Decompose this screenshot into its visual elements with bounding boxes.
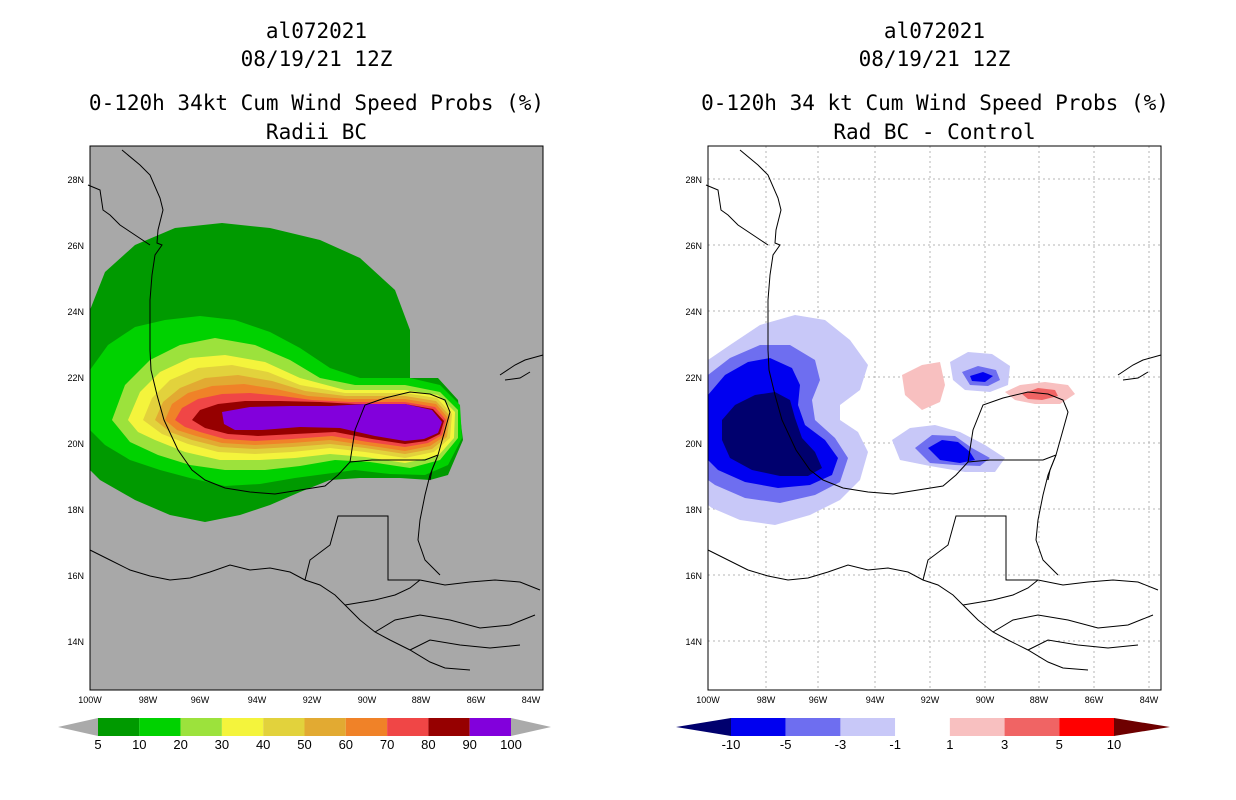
left-colorbar-label: 40: [256, 737, 270, 752]
right-colorbar-swatch: [731, 718, 786, 736]
left-colorbar-swatch: [387, 718, 429, 736]
left-colorbar-label: 90: [462, 737, 476, 752]
lat-label-26n: 26N: [67, 241, 84, 251]
left-lat-labels: 28N 26N 24N 22N 20N 18N 16N 14N: [67, 175, 84, 647]
left-colorbar-label: 5: [94, 737, 101, 752]
diff-contour-minus5-central: [928, 440, 975, 463]
diff-contour-minus5-north: [970, 372, 993, 382]
left-subtitle: Radii BC: [265, 120, 368, 144]
lat-label-18n: 18N: [67, 505, 84, 515]
lon-label-90w: 90W: [358, 695, 377, 705]
lon-label-88w: 88W: [412, 695, 431, 705]
right-colorbar-swatch: [840, 718, 896, 736]
lon-label-92w: 92W: [303, 695, 322, 705]
lon-label-86w: 86W: [1085, 695, 1104, 705]
left-colorbar-label: 20: [173, 737, 187, 752]
lon-label-90w: 90W: [976, 695, 995, 705]
right-colorbar-swatch: [1059, 718, 1114, 736]
lat-label-28n: 28N: [67, 175, 84, 185]
right-colorbar-label: -5: [780, 737, 792, 752]
lon-label-86w: 86W: [467, 695, 486, 705]
right-colorbar-label: 10: [1107, 737, 1121, 752]
right-colorbar-label: 5: [1056, 737, 1063, 752]
right-colorbar-below-arrow: [676, 718, 731, 736]
left-lon-labels: 100W 98W 96W 94W 92W 90W 88W 86W 84W: [78, 695, 541, 705]
left-colorbar-swatch: [345, 718, 388, 736]
right-colorbar: -10 -5 -3 -1 1 3 5 10: [676, 718, 1170, 752]
lon-label-84w: 84W: [1140, 695, 1159, 705]
right-colorbar-swatch: [785, 718, 841, 736]
right-colorbar-label: -3: [835, 737, 847, 752]
left-colorbar-swatch: [180, 718, 222, 736]
lat-label-28n: 28N: [685, 175, 702, 185]
lon-label-98w: 98W: [757, 695, 776, 705]
diff-contour-plus1-gulf: [902, 362, 945, 410]
left-colorbar-swatch: [304, 718, 346, 736]
lat-label-18n: 18N: [685, 505, 702, 515]
lat-label-26n: 26N: [685, 241, 702, 251]
right-lon-labels: 100W 98W 96W 94W 92W 90W 88W 86W 84W: [696, 695, 1159, 705]
right-title: 0-120h 34 kt Cum Wind Speed Probs (%): [701, 91, 1169, 115]
lon-label-94w: 94W: [248, 695, 267, 705]
lon-label-100w: 100W: [78, 695, 102, 705]
right-colorbar-label: 3: [1001, 737, 1008, 752]
lon-label-94w: 94W: [866, 695, 885, 705]
right-map-frame: [707, 145, 1162, 691]
diff-contour-plus3-yucatan: [1022, 388, 1058, 400]
lat-label-16n: 16N: [685, 571, 702, 581]
left-colorbar-swatch: [139, 718, 181, 736]
left-colorbar-swatch: [98, 718, 140, 736]
right-colorbar-label: -1: [889, 737, 901, 752]
right-map: 28N 26N 24N 22N 20N 18N 16N 14N 100W 98W…: [685, 145, 1162, 705]
left-datetime: 08/19/21 12Z: [240, 47, 393, 71]
lon-label-98w: 98W: [139, 695, 158, 705]
left-colorbar-label: 100: [500, 737, 522, 752]
left-colorbar-below-arrow: [58, 718, 98, 736]
left-colorbar-swatch: [469, 718, 511, 736]
diff-contour-minus10: [722, 392, 822, 476]
left-storm-id: al072021: [265, 19, 368, 43]
left-colorbar-label: 70: [380, 737, 394, 752]
right-colorbar-label: 1: [946, 737, 953, 752]
lon-label-92w: 92W: [921, 695, 940, 705]
right-subtitle: Rad BC - Control: [833, 120, 1036, 144]
left-colorbar-label: 60: [339, 737, 353, 752]
left-colorbar-swatch: [428, 718, 470, 736]
left-colorbar-swatch: [263, 718, 305, 736]
lat-label-20n: 20N: [685, 439, 702, 449]
right-lat-labels: 28N 26N 24N 22N 20N 18N 16N 14N: [685, 175, 702, 647]
lat-label-22n: 22N: [685, 373, 702, 383]
left-map-frame: [89, 145, 544, 691]
lat-label-14n: 14N: [67, 637, 84, 647]
right-colorbar-swatch: [1004, 718, 1060, 736]
right-colorbar-swatch: [895, 718, 950, 736]
lat-label-22n: 22N: [67, 373, 84, 383]
right-colorbar-above-arrow: [1114, 718, 1170, 736]
prob-contour-90: [222, 404, 442, 441]
lon-label-96w: 96W: [191, 695, 210, 705]
right-datetime: 08/19/21 12Z: [858, 47, 1011, 71]
left-colorbar-label: 30: [215, 737, 229, 752]
left-colorbar: 5 10 20 30 40 50 60 70 80 90 100: [58, 718, 551, 752]
lon-label-96w: 96W: [809, 695, 828, 705]
lon-label-84w: 84W: [522, 695, 541, 705]
lat-label-16n: 16N: [67, 571, 84, 581]
lon-label-100w: 100W: [696, 695, 720, 705]
left-colorbar-label: 10: [132, 737, 146, 752]
right-colorbar-swatch: [949, 718, 1005, 736]
left-colorbar-above-arrow: [511, 718, 551, 736]
lon-label-88w: 88W: [1030, 695, 1049, 705]
left-colorbar-swatch: [221, 718, 264, 736]
left-map: 28N 26N 24N 22N 20N 18N 16N 14N 100W 98W…: [67, 145, 544, 705]
lat-label-14n: 14N: [685, 637, 702, 647]
left-title: 0-120h 34kt Cum Wind Speed Probs (%): [88, 91, 545, 115]
left-colorbar-label: 80: [421, 737, 435, 752]
left-colorbar-label: 50: [297, 737, 311, 752]
right-storm-id: al072021: [883, 19, 986, 43]
lat-label-24n: 24N: [67, 307, 84, 317]
lat-label-20n: 20N: [67, 439, 84, 449]
lat-label-24n: 24N: [685, 307, 702, 317]
right-colorbar-label: -10: [722, 737, 741, 752]
